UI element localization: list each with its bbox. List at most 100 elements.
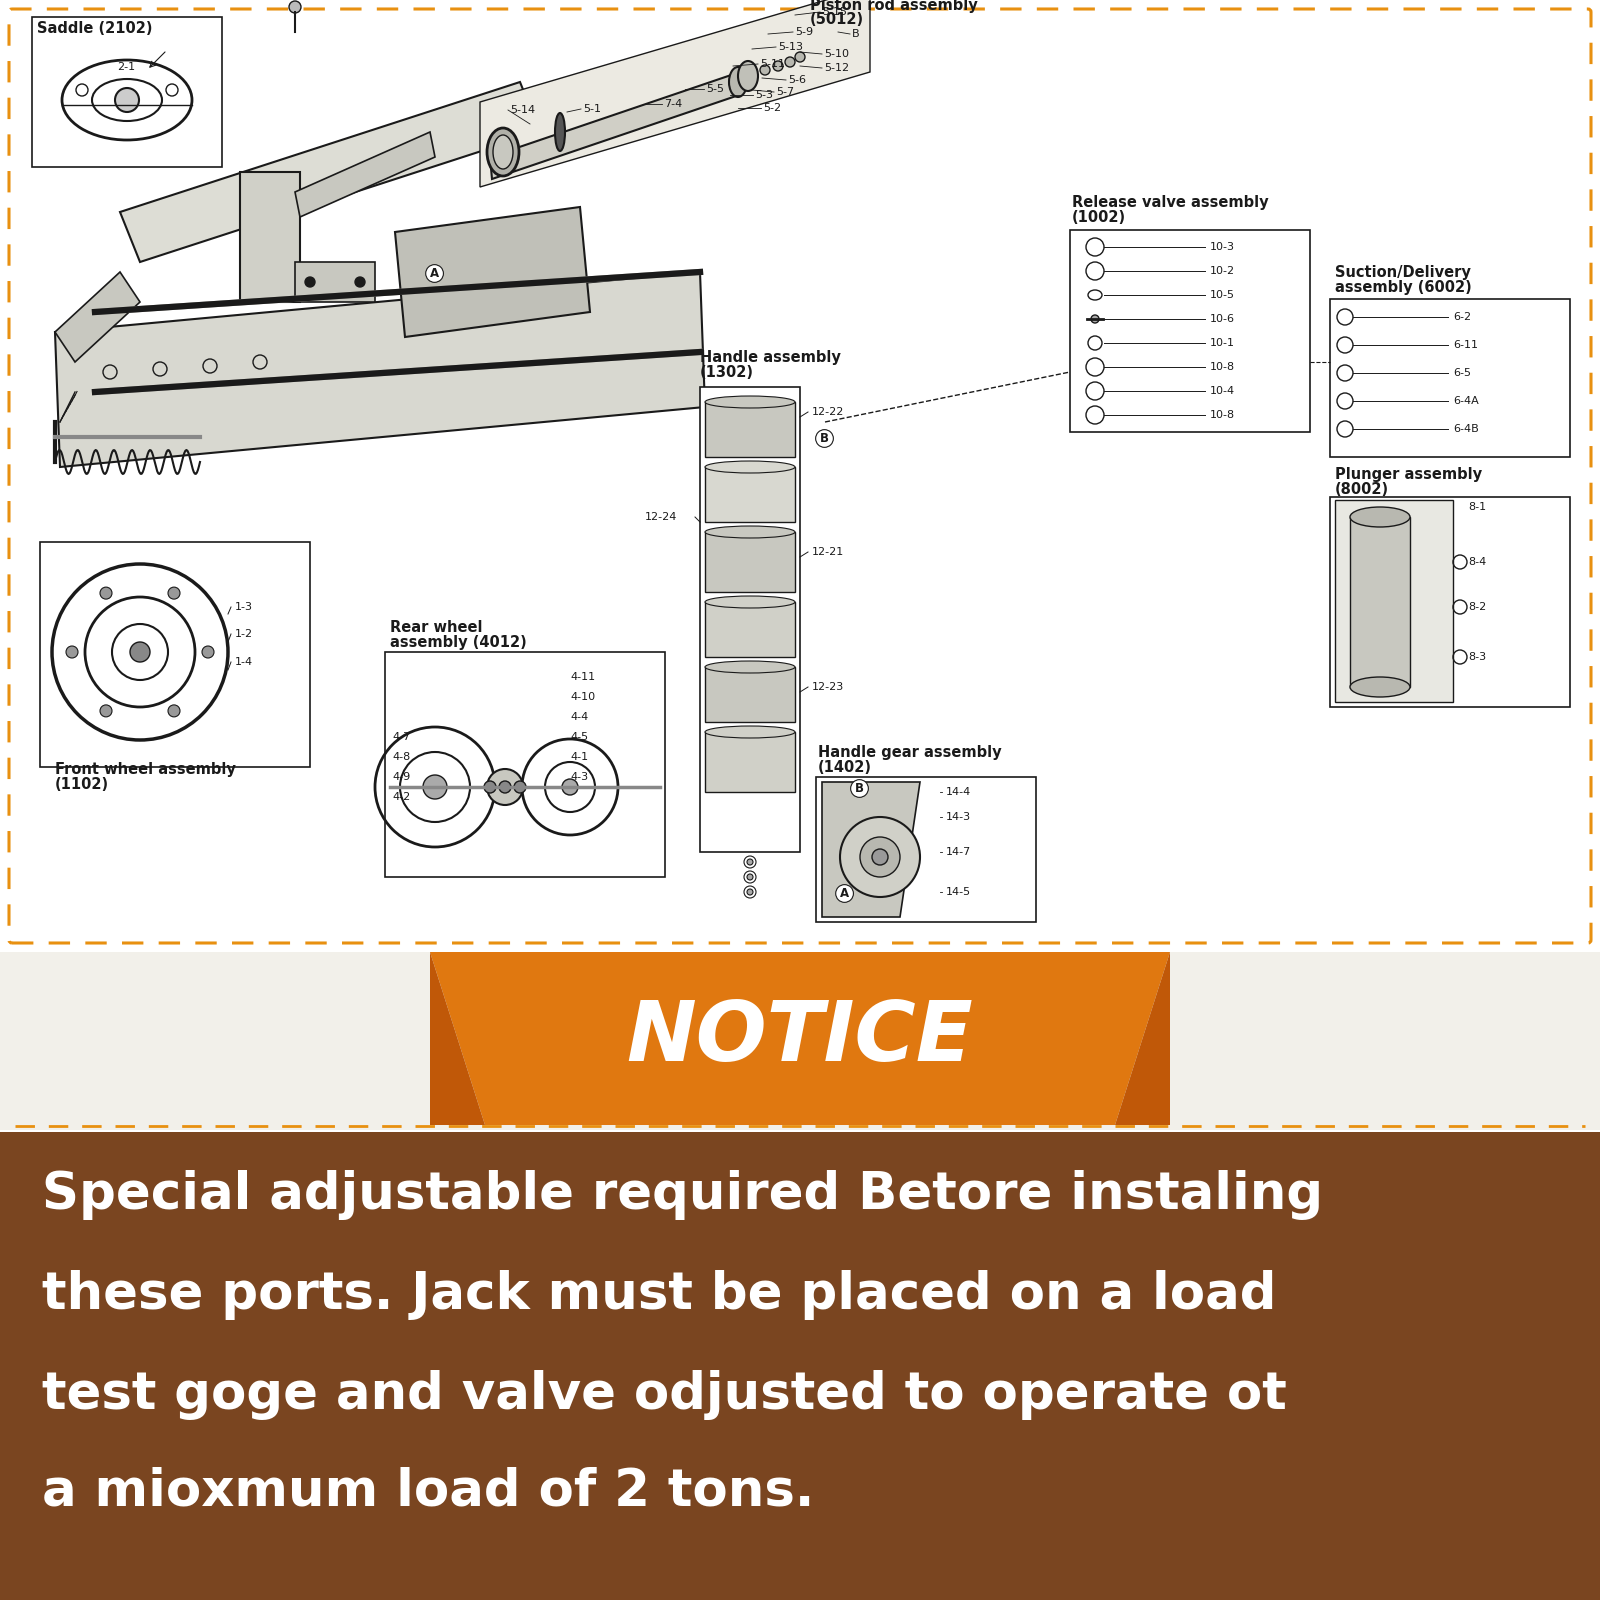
Polygon shape	[294, 133, 435, 218]
Bar	[701, 387, 800, 851]
Circle shape	[786, 58, 795, 67]
Text: 10-1: 10-1	[1210, 338, 1235, 349]
Text: B: B	[851, 29, 859, 38]
Circle shape	[99, 587, 112, 598]
Bar	[32, 18, 222, 166]
Text: 1-2: 1-2	[235, 629, 253, 638]
Text: 5-10: 5-10	[824, 50, 850, 59]
Bar	[0, 952, 1600, 1130]
Circle shape	[861, 837, 899, 877]
Text: Piston rod assembly: Piston rod assembly	[810, 0, 978, 13]
Text: 10-8: 10-8	[1210, 362, 1235, 371]
Circle shape	[422, 774, 446, 798]
Text: 4-7: 4-7	[392, 733, 410, 742]
Text: 14-3: 14-3	[946, 813, 971, 822]
Polygon shape	[395, 206, 590, 338]
Bar	[40, 542, 310, 766]
Bar	[816, 778, 1037, 922]
Text: (1002): (1002)	[1072, 210, 1126, 226]
Circle shape	[514, 781, 526, 794]
Text: 6-11: 6-11	[1453, 341, 1478, 350]
Ellipse shape	[706, 461, 795, 474]
Bar	[706, 402, 795, 458]
Polygon shape	[54, 272, 141, 362]
Text: 14-7: 14-7	[946, 846, 971, 858]
Polygon shape	[240, 171, 301, 302]
Bar	[1350, 517, 1410, 686]
Bar	[1330, 498, 1570, 707]
Polygon shape	[480, 0, 870, 187]
Text: 10-2: 10-2	[1210, 266, 1235, 275]
Text: 5-13: 5-13	[778, 42, 803, 51]
Ellipse shape	[706, 661, 795, 674]
Bar	[294, 262, 374, 302]
Circle shape	[1091, 315, 1099, 323]
Text: 6-4B: 6-4B	[1453, 424, 1478, 434]
Circle shape	[290, 2, 301, 13]
Text: 14-5: 14-5	[946, 886, 971, 898]
Text: 5-11: 5-11	[760, 59, 786, 69]
Polygon shape	[430, 952, 1170, 1125]
Text: A: A	[430, 267, 438, 280]
Text: 5-2: 5-2	[763, 102, 781, 114]
Circle shape	[760, 66, 770, 75]
Text: Handle assembly: Handle assembly	[701, 350, 842, 365]
Text: 12-23: 12-23	[813, 682, 845, 691]
Text: 8-4: 8-4	[1469, 557, 1486, 566]
Text: 10-4: 10-4	[1210, 386, 1235, 395]
Text: a mioxmum load of 2 tons.: a mioxmum load of 2 tons.	[42, 1467, 814, 1517]
Ellipse shape	[706, 726, 795, 738]
Text: 5-5: 5-5	[706, 83, 723, 94]
Circle shape	[168, 706, 179, 717]
Text: assembly (6002): assembly (6002)	[1334, 280, 1472, 294]
Text: 5-7: 5-7	[776, 86, 794, 98]
Text: 4-11: 4-11	[570, 672, 595, 682]
Text: these ports. Jack must be placed on a load: these ports. Jack must be placed on a lo…	[42, 1270, 1277, 1320]
Text: 1-4: 1-4	[235, 658, 253, 667]
Bar	[706, 602, 795, 658]
Text: Suction/Delivery: Suction/Delivery	[1334, 266, 1470, 280]
Text: 12-21: 12-21	[813, 547, 845, 557]
Text: 4-3: 4-3	[570, 773, 589, 782]
Text: 8-1: 8-1	[1469, 502, 1486, 512]
Circle shape	[66, 646, 78, 658]
Ellipse shape	[493, 134, 514, 170]
Bar	[1330, 299, 1570, 458]
Circle shape	[499, 781, 510, 794]
Bar	[386, 653, 666, 877]
Circle shape	[168, 587, 179, 598]
Ellipse shape	[486, 128, 518, 176]
Text: 10-5: 10-5	[1210, 290, 1235, 301]
Circle shape	[562, 779, 578, 795]
Text: B: B	[819, 432, 829, 445]
Text: (1402): (1402)	[818, 760, 872, 774]
Circle shape	[486, 770, 523, 805]
Text: 5-6: 5-6	[787, 75, 806, 85]
Polygon shape	[1115, 952, 1170, 1125]
Text: 7-4: 7-4	[664, 99, 682, 109]
Bar	[1334, 499, 1453, 702]
Polygon shape	[822, 782, 920, 917]
Text: 4-8: 4-8	[392, 752, 410, 762]
Ellipse shape	[706, 595, 795, 608]
Text: NOTICE: NOTICE	[627, 997, 973, 1078]
Circle shape	[306, 277, 315, 286]
Text: (8002): (8002)	[1334, 482, 1389, 498]
Bar	[0, 1133, 1600, 1600]
Circle shape	[747, 890, 754, 894]
Ellipse shape	[1350, 507, 1410, 526]
Text: 6-4A: 6-4A	[1453, 395, 1478, 406]
Circle shape	[872, 850, 888, 866]
Text: 5-15: 5-15	[822, 6, 846, 18]
Circle shape	[747, 859, 754, 866]
Text: 4-1: 4-1	[570, 752, 589, 762]
Ellipse shape	[738, 61, 758, 91]
Text: 1-3: 1-3	[235, 602, 253, 611]
Text: 10-6: 10-6	[1210, 314, 1235, 323]
Text: 4-10: 4-10	[570, 691, 595, 702]
Circle shape	[483, 781, 496, 794]
Text: 8-2: 8-2	[1469, 602, 1486, 611]
Text: 4-2: 4-2	[392, 792, 410, 802]
Polygon shape	[430, 952, 485, 1125]
Text: Plunger assembly: Plunger assembly	[1334, 467, 1482, 482]
